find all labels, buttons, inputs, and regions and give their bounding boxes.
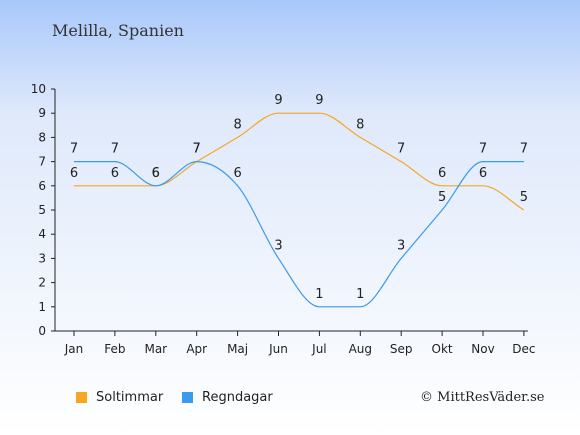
y-tick-label: 2 (38, 276, 46, 290)
data-label-sun: 8 (233, 117, 241, 132)
y-tick-label: 1 (38, 300, 46, 314)
data-label-sun: 6 (70, 166, 78, 181)
x-tick-label: Nov (471, 342, 494, 356)
legend-swatch-rain (182, 392, 193, 403)
data-label-sun: 6 (111, 166, 119, 181)
data-label-rain: 1 (315, 287, 323, 302)
data-label-rain: 7 (111, 142, 119, 157)
data-label-rain: 7 (70, 142, 78, 157)
x-tick-label: Sep (390, 342, 413, 356)
data-label-sun: 7 (193, 142, 201, 157)
x-tick-label: Jan (64, 342, 84, 356)
y-tick-label: 5 (38, 203, 46, 217)
data-label-sun: 6 (479, 166, 487, 181)
x-tick-label: Apr (186, 342, 207, 356)
data-label-sun: 8 (356, 117, 364, 132)
data-label-rain: 7 (520, 142, 528, 157)
series-line-sun (73, 112, 525, 211)
series-line-rain (74, 160, 524, 308)
data-label-rain: 6 (152, 166, 160, 181)
x-tick-label: Okt (432, 342, 453, 356)
data-label-rain: 1 (356, 287, 364, 302)
data-label-sun: 5 (520, 190, 528, 205)
legend-item-sun: Soltimmar (76, 390, 163, 405)
x-tick-label: Mar (144, 342, 167, 356)
legend-label-sun: Soltimmar (96, 390, 164, 405)
data-label-sun: 7 (397, 142, 405, 157)
y-tick-label: 3 (38, 251, 46, 265)
data-label-rain: 3 (274, 238, 282, 253)
x-tick-label: Aug (349, 342, 372, 356)
data-label-sun: 9 (315, 93, 323, 108)
x-tick-label: Jul (311, 342, 326, 356)
data-label-sun: 6 (438, 166, 446, 181)
y-tick-label: 7 (38, 155, 46, 169)
data-label-sun: 9 (274, 93, 282, 108)
data-label-rain: 7 (193, 142, 201, 157)
data-label-rain: 3 (397, 238, 405, 253)
x-tick-label: Maj (227, 342, 248, 356)
y-tick-label: 0 (38, 324, 46, 338)
data-label-rain: 7 (479, 142, 487, 157)
y-tick-label: 10 (31, 82, 46, 96)
y-tick-label: 9 (38, 106, 46, 120)
y-tick-label: 6 (38, 179, 46, 193)
legend-item-rain: Regndagar (182, 390, 273, 405)
x-tick-label: Dec (512, 342, 535, 356)
legend-label-rain: Regndagar (202, 390, 273, 405)
data-label-rain: 5 (438, 190, 446, 205)
y-tick-label: 4 (38, 227, 46, 241)
credit-text: © MittResVäder.se (420, 390, 545, 405)
chart-title: Melilla, Spanien (52, 21, 184, 40)
data-label-rain: 6 (233, 166, 241, 181)
y-tick-label: 8 (38, 130, 46, 144)
data-label-sun: 6 (152, 166, 160, 181)
x-tick-label: Feb (104, 342, 125, 356)
legend-swatch-sun (76, 392, 87, 403)
x-tick-label: Jun (268, 342, 288, 356)
